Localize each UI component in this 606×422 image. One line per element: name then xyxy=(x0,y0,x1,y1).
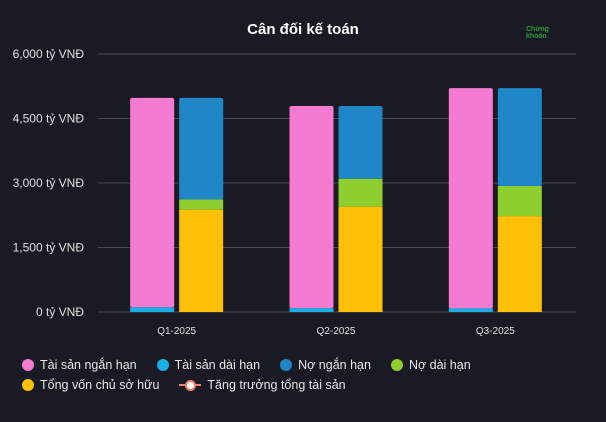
y-axis-ticks: 0 tỷ VNĐ 1,500 tỷ VNĐ 3,000 tỷ VNĐ 4,500 tỷ… xyxy=(13,47,85,319)
y-tick-label: 4,500 tỷ VNĐ xyxy=(13,112,85,126)
bar-segment[interactable] xyxy=(497,88,542,187)
y-tick-label: 0 tỷ VNĐ xyxy=(36,305,84,319)
grid-layer xyxy=(98,53,576,313)
x-tick-label: Q1-2025 xyxy=(157,326,196,337)
legend-item[interactable]: Tài sản dài hạn xyxy=(156,358,261,372)
bars xyxy=(130,88,542,312)
x-tick-label: Q2-2025 xyxy=(317,326,356,337)
legend-dot-icon xyxy=(22,379,34,391)
legend-item[interactable]: Nợ ngắn hạn xyxy=(280,358,371,372)
legend-item[interactable]: Tài sản ngắn hạn xyxy=(22,358,137,372)
legend-row: Tài sản ngắn hạn Tài sản dài hạn Nợ ngắn h… xyxy=(22,355,592,375)
bar-segment[interactable] xyxy=(179,199,224,210)
bar-segment[interactable] xyxy=(130,307,175,312)
legend-dot-icon xyxy=(22,359,34,371)
legend-label: Tăng trưởng tổng tài sản xyxy=(207,378,346,392)
watermark-logo: Chứng khoán xyxy=(526,26,549,40)
legend-line-marker-icon xyxy=(179,379,202,391)
y-tick-label: 1,500 tỷ VNĐ xyxy=(13,241,85,255)
bar-segment[interactable] xyxy=(448,88,493,309)
bar-segment[interactable] xyxy=(179,209,224,312)
bar-segment[interactable] xyxy=(448,308,493,312)
legend-dot-icon xyxy=(156,359,169,371)
legend-label: Tổng vốn chủ sở hữu xyxy=(40,378,160,392)
x-axis-ticks: Q1-2025 Q2-2025 Q3-2025 xyxy=(157,326,515,337)
bar-segment[interactable] xyxy=(497,216,542,312)
bar-segment[interactable] xyxy=(338,178,383,207)
watermark-line2: khoán xyxy=(526,33,547,40)
legend-item[interactable]: Tổng vốn chủ sở hữu xyxy=(22,378,159,392)
legend: Tài sản ngắn hạn Tài sản dài hạn Nợ ngắn h… xyxy=(22,355,592,395)
legend-label: Nợ dài hạn xyxy=(408,358,471,372)
watermark-line1: Chứng xyxy=(526,26,549,33)
legend-label: Tài sản dài hạn xyxy=(174,358,261,372)
y-tick-label: 6,000 tỷ VNĐ xyxy=(13,47,85,61)
chart-title: Cân đối kế toán xyxy=(247,21,359,38)
legend-label: Nợ ngắn hạn xyxy=(298,358,371,372)
x-tick-label: Q3-2025 xyxy=(476,326,515,337)
bar-segment[interactable] xyxy=(289,308,334,312)
legend-label: Tài sản ngắn hạn xyxy=(40,358,137,372)
legend-item[interactable]: Nợ dài hạn xyxy=(390,358,471,372)
bar-segment[interactable] xyxy=(130,97,175,308)
legend-row: Tổng vốn chủ sở hữu Tăng trưởng tổng tài … xyxy=(22,375,592,395)
bar-segment[interactable] xyxy=(179,97,224,200)
legend-item[interactable]: Tăng trưởng tổng tài sản xyxy=(179,378,346,392)
y-tick-label: 3,000 tỷ VNĐ xyxy=(13,176,85,190)
bar-segment[interactable] xyxy=(289,106,334,309)
bar-segment[interactable] xyxy=(497,186,542,217)
bar-segment[interactable] xyxy=(338,206,383,312)
legend-dot-icon xyxy=(280,359,293,371)
bar-segment[interactable] xyxy=(338,106,383,179)
legend-dot-icon xyxy=(390,359,403,371)
chart: Cân đối kế toán 0 tỷ VNĐ 1,500 tỷ VNĐ 3,00… xyxy=(13,21,576,337)
